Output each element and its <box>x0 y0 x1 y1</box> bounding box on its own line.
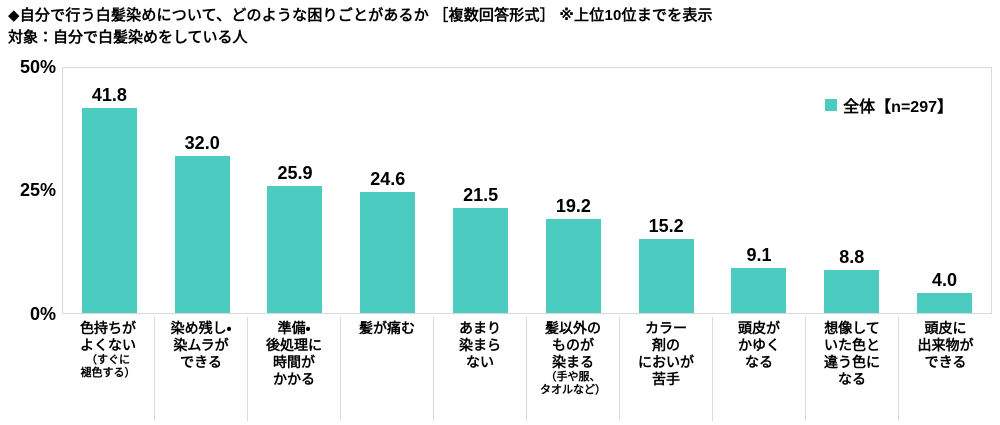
category-label-8: 頭皮が かゆく なる <box>713 317 806 421</box>
bar-value-label: 24.6 <box>370 169 406 190</box>
bar-value-label: 19.2 <box>555 195 591 216</box>
bar-column-9: 8.8 <box>805 68 898 313</box>
bar-value-label: 32.0 <box>184 133 220 154</box>
category-label-2: 染め残し・ 染ムラが できる <box>155 317 248 421</box>
bar <box>824 269 880 313</box>
category-label-line: 染ムラが <box>173 337 229 353</box>
bar <box>917 293 973 313</box>
category-label-5: あまり 染まら ない <box>434 317 527 421</box>
bar <box>638 238 694 313</box>
bar-column-2: 32.0 <box>156 68 249 313</box>
bar-value-label: 4.0 <box>932 270 958 291</box>
legend-label: 全体【n=297】 <box>843 99 953 116</box>
category-label-line: よくない <box>80 337 136 353</box>
category-label-3: 準備・ 後処理に 時間が かかる <box>248 317 341 421</box>
bar-column-8: 9.1 <box>713 68 806 313</box>
category-label-line: 苦手 <box>652 371 680 387</box>
category-label-line: かゆく <box>738 337 780 353</box>
bars-container: 41.8 32.0 25.9 24.6 21.5 19.2 15.2 9.1 8.8 4.0 <box>63 68 991 313</box>
category-label-note-line: （すぐに <box>86 354 130 366</box>
category-label-line: ない <box>466 354 494 370</box>
category-label-line: 染め残し・ <box>170 320 232 336</box>
category-label-note-line: タオルなど） <box>540 384 606 396</box>
category-labels: 色持ちが よくない （すぐに 褪色する） 染め残し・ 染ムラが できる 準備・ 後処理に 時間がか… <box>62 317 992 421</box>
category-label-line: なる <box>838 371 866 387</box>
category-label-line: 頭皮が <box>738 320 780 336</box>
bar <box>81 108 137 313</box>
bar-column-4: 24.6 <box>341 68 434 313</box>
category-label-9: 想像して いた色と 違う色に なる <box>806 317 899 421</box>
category-label-line: 準備・ <box>277 320 311 336</box>
category-label-line: 染まる <box>552 354 594 370</box>
bar <box>545 218 601 313</box>
category-label-line: できる <box>924 354 967 370</box>
bar <box>360 192 416 313</box>
bar <box>453 207 509 313</box>
bar-column-7: 15.2 <box>620 68 713 313</box>
bar-value-label: 9.1 <box>746 245 772 266</box>
bar-column-3: 25.9 <box>249 68 342 313</box>
category-label-6: 髪以外の ものが 染まる （手や服、 タオルなど） <box>527 317 620 421</box>
category-label-line: 色持ちが <box>80 320 136 336</box>
category-label-line: 頭皮に <box>924 320 967 336</box>
y-axis-tick-25: 25% <box>19 180 56 200</box>
category-label-line: 後処理に <box>266 337 322 353</box>
bar-value-label: 25.9 <box>277 163 313 184</box>
category-label-line: あまり <box>459 320 501 336</box>
chart-title: ◆自分で行う白髪染めについて、どのような困りごとがあるか ［複数回答形式］ ※上… <box>8 7 713 24</box>
plot-area: 41.8 32.0 25.9 24.6 21.5 19.2 15.2 9.1 8.8 4.0 全体… <box>62 67 992 314</box>
bar <box>174 156 230 313</box>
category-label-7: カラー 剤の においが 苦手 <box>620 317 713 421</box>
category-label-line: 髪以外の <box>545 320 601 336</box>
category-label-line: かかる <box>273 371 315 387</box>
bar-column-5: 21.5 <box>434 68 527 313</box>
category-label-line: 染まら <box>459 337 501 353</box>
legend: 全体【n=297】 <box>825 93 953 117</box>
bar <box>731 268 787 313</box>
category-label-line: ものが <box>552 337 594 353</box>
category-label-10: 頭皮に 出来物が できる <box>899 317 992 421</box>
bar-column-10: 4.0 <box>898 68 991 313</box>
category-label-note-line: 褪色する） <box>80 367 136 379</box>
category-label-line: 髪が痛む <box>359 320 415 336</box>
category-label-4: 髪が痛む <box>341 317 434 421</box>
bar <box>267 186 323 313</box>
bar-value-label: 15.2 <box>648 215 684 236</box>
bar-value-label: 21.5 <box>463 184 499 205</box>
category-label-line: 出来物が <box>917 337 974 353</box>
y-axis-tick-0: 0% <box>29 304 56 324</box>
category-label-1: 色持ちが よくない （すぐに 褪色する） <box>62 317 155 421</box>
category-label-line: においが <box>638 354 694 370</box>
bar-value-label: 41.8 <box>91 85 127 106</box>
chart-target-note: 対象：自分で白髪染めをしている人 <box>8 29 248 46</box>
legend-color-swatch-icon <box>825 99 838 111</box>
category-label-line: できる <box>180 354 222 370</box>
bar-value-label: 8.8 <box>839 246 865 267</box>
bar-column-6: 19.2 <box>527 68 620 313</box>
category-label-line: いた色と <box>824 337 880 353</box>
category-label-line: カラー <box>645 320 687 336</box>
category-label-line: 時間が <box>273 354 315 370</box>
category-label-line: なる <box>745 354 773 370</box>
category-label-line: 想像して <box>824 320 880 336</box>
category-label-note-line: （手や服、 <box>545 371 601 383</box>
category-label-line: 違う色に <box>824 354 880 370</box>
y-axis-tick-50: 50% <box>19 57 56 77</box>
bar-column-1: 41.8 <box>63 68 156 313</box>
category-label-line: 剤の <box>652 337 680 353</box>
